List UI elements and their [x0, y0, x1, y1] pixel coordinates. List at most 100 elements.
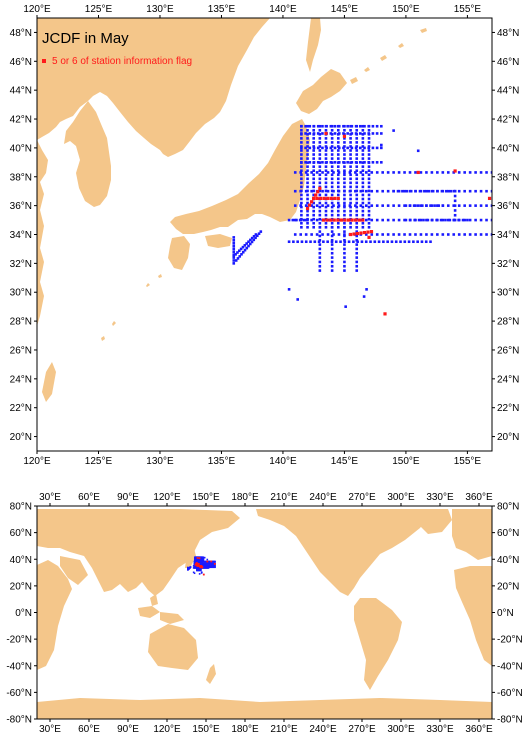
station-marker — [252, 235, 256, 238]
station-marker — [304, 218, 308, 222]
regional-lat-label-right: 26°N — [497, 345, 519, 356]
regional-lat-label-left: 46°N — [10, 57, 32, 68]
station-marker — [425, 204, 428, 207]
station-marker — [485, 218, 488, 222]
station-marker — [463, 171, 466, 174]
station-marker — [330, 169, 334, 173]
station-marker — [364, 218, 368, 222]
station-marker — [407, 240, 411, 244]
station-marker — [403, 233, 406, 236]
global-lat-label-right: 0°N — [497, 608, 514, 619]
station-marker — [292, 240, 295, 244]
station-marker — [355, 213, 359, 217]
station-marker — [241, 245, 245, 249]
global-stations — [187, 556, 216, 576]
global-lon-label-top: 90°E — [117, 492, 139, 503]
station-marker — [429, 240, 432, 244]
station-marker — [333, 124, 337, 128]
flagged-station-marker — [366, 230, 370, 234]
station-marker — [330, 240, 334, 244]
station-marker — [318, 205, 322, 209]
station-marker — [355, 193, 359, 197]
station-marker — [375, 161, 379, 164]
station-marker — [318, 238, 322, 242]
station-marker — [361, 209, 365, 213]
station-marker — [355, 157, 359, 160]
station-marker — [312, 132, 316, 135]
station-marker — [200, 572, 203, 574]
station-marker — [300, 197, 303, 201]
station-marker — [202, 558, 205, 560]
station-marker — [339, 240, 342, 244]
station-marker — [343, 243, 346, 246]
station-marker — [437, 204, 441, 207]
station-marker — [358, 132, 362, 135]
station-marker — [306, 133, 309, 136]
station-marker — [312, 141, 315, 144]
station-marker — [436, 233, 439, 236]
flagged-station-marker — [196, 557, 199, 559]
global-lat-label-right: -20°N — [497, 635, 523, 646]
station-marker — [381, 233, 384, 236]
station-marker — [361, 193, 365, 197]
regional-map: 120°E 120°E 125°E 125°E 130°E 130°E 135°E 135°E… — [10, 4, 520, 467]
station-marker — [367, 189, 371, 193]
station-marker — [330, 165, 334, 168]
station-marker — [333, 146, 337, 150]
station-marker — [367, 209, 371, 213]
station-marker — [312, 221, 315, 225]
station-marker — [452, 204, 456, 207]
flagged-station-marker — [359, 231, 363, 235]
station-marker — [318, 213, 322, 217]
station-marker — [259, 230, 263, 233]
station-marker — [312, 149, 315, 152]
flagged-station-marker — [329, 196, 333, 201]
station-marker — [361, 133, 365, 136]
regional-lat-label-right: 32°N — [497, 259, 519, 270]
station-marker — [318, 251, 322, 255]
flagged-station-marker — [319, 196, 323, 201]
global-lat-label-right: -60°N — [497, 688, 523, 699]
station-marker — [408, 171, 412, 174]
global-lat-label-right: 40°N — [497, 555, 519, 566]
station-marker — [386, 218, 390, 222]
flagged-station-marker — [322, 196, 326, 201]
station-marker — [202, 559, 205, 562]
station-marker — [330, 260, 334, 264]
station-marker — [247, 244, 250, 248]
station-marker — [453, 199, 457, 203]
station-marker — [318, 141, 322, 144]
station-marker — [306, 137, 309, 140]
station-marker — [342, 124, 345, 128]
global-lat-label-left: 0°N — [15, 608, 32, 619]
station-marker — [361, 165, 365, 168]
flagged-station-marker — [307, 203, 312, 207]
station-marker — [333, 161, 337, 164]
regional-lat-label-left: 38°N — [10, 172, 32, 183]
station-marker — [396, 189, 400, 193]
station-marker — [361, 149, 365, 152]
global-lon-label-bottom: 120°E — [153, 724, 181, 735]
station-marker — [304, 189, 308, 193]
flagged-station-marker — [369, 230, 374, 234]
station-marker — [306, 218, 309, 222]
station-marker — [330, 189, 334, 193]
station-marker — [321, 161, 324, 164]
station-marker — [206, 558, 209, 561]
station-marker — [329, 146, 333, 150]
regional-lon-label-bottom: 140°E — [269, 456, 297, 467]
station-marker — [243, 248, 247, 252]
station-marker — [367, 141, 371, 144]
station-marker — [349, 149, 352, 152]
station-marker — [324, 213, 328, 217]
station-marker — [287, 218, 291, 222]
global-lon-label-top: 300°E — [387, 492, 415, 503]
station-marker — [355, 221, 359, 225]
station-marker — [310, 204, 313, 207]
flagged-station-marker — [321, 218, 326, 222]
global-lon-label-bottom: 240°E — [309, 724, 337, 735]
station-marker — [318, 256, 322, 259]
station-marker — [375, 132, 379, 135]
station-marker — [245, 246, 249, 250]
station-marker — [490, 171, 492, 174]
